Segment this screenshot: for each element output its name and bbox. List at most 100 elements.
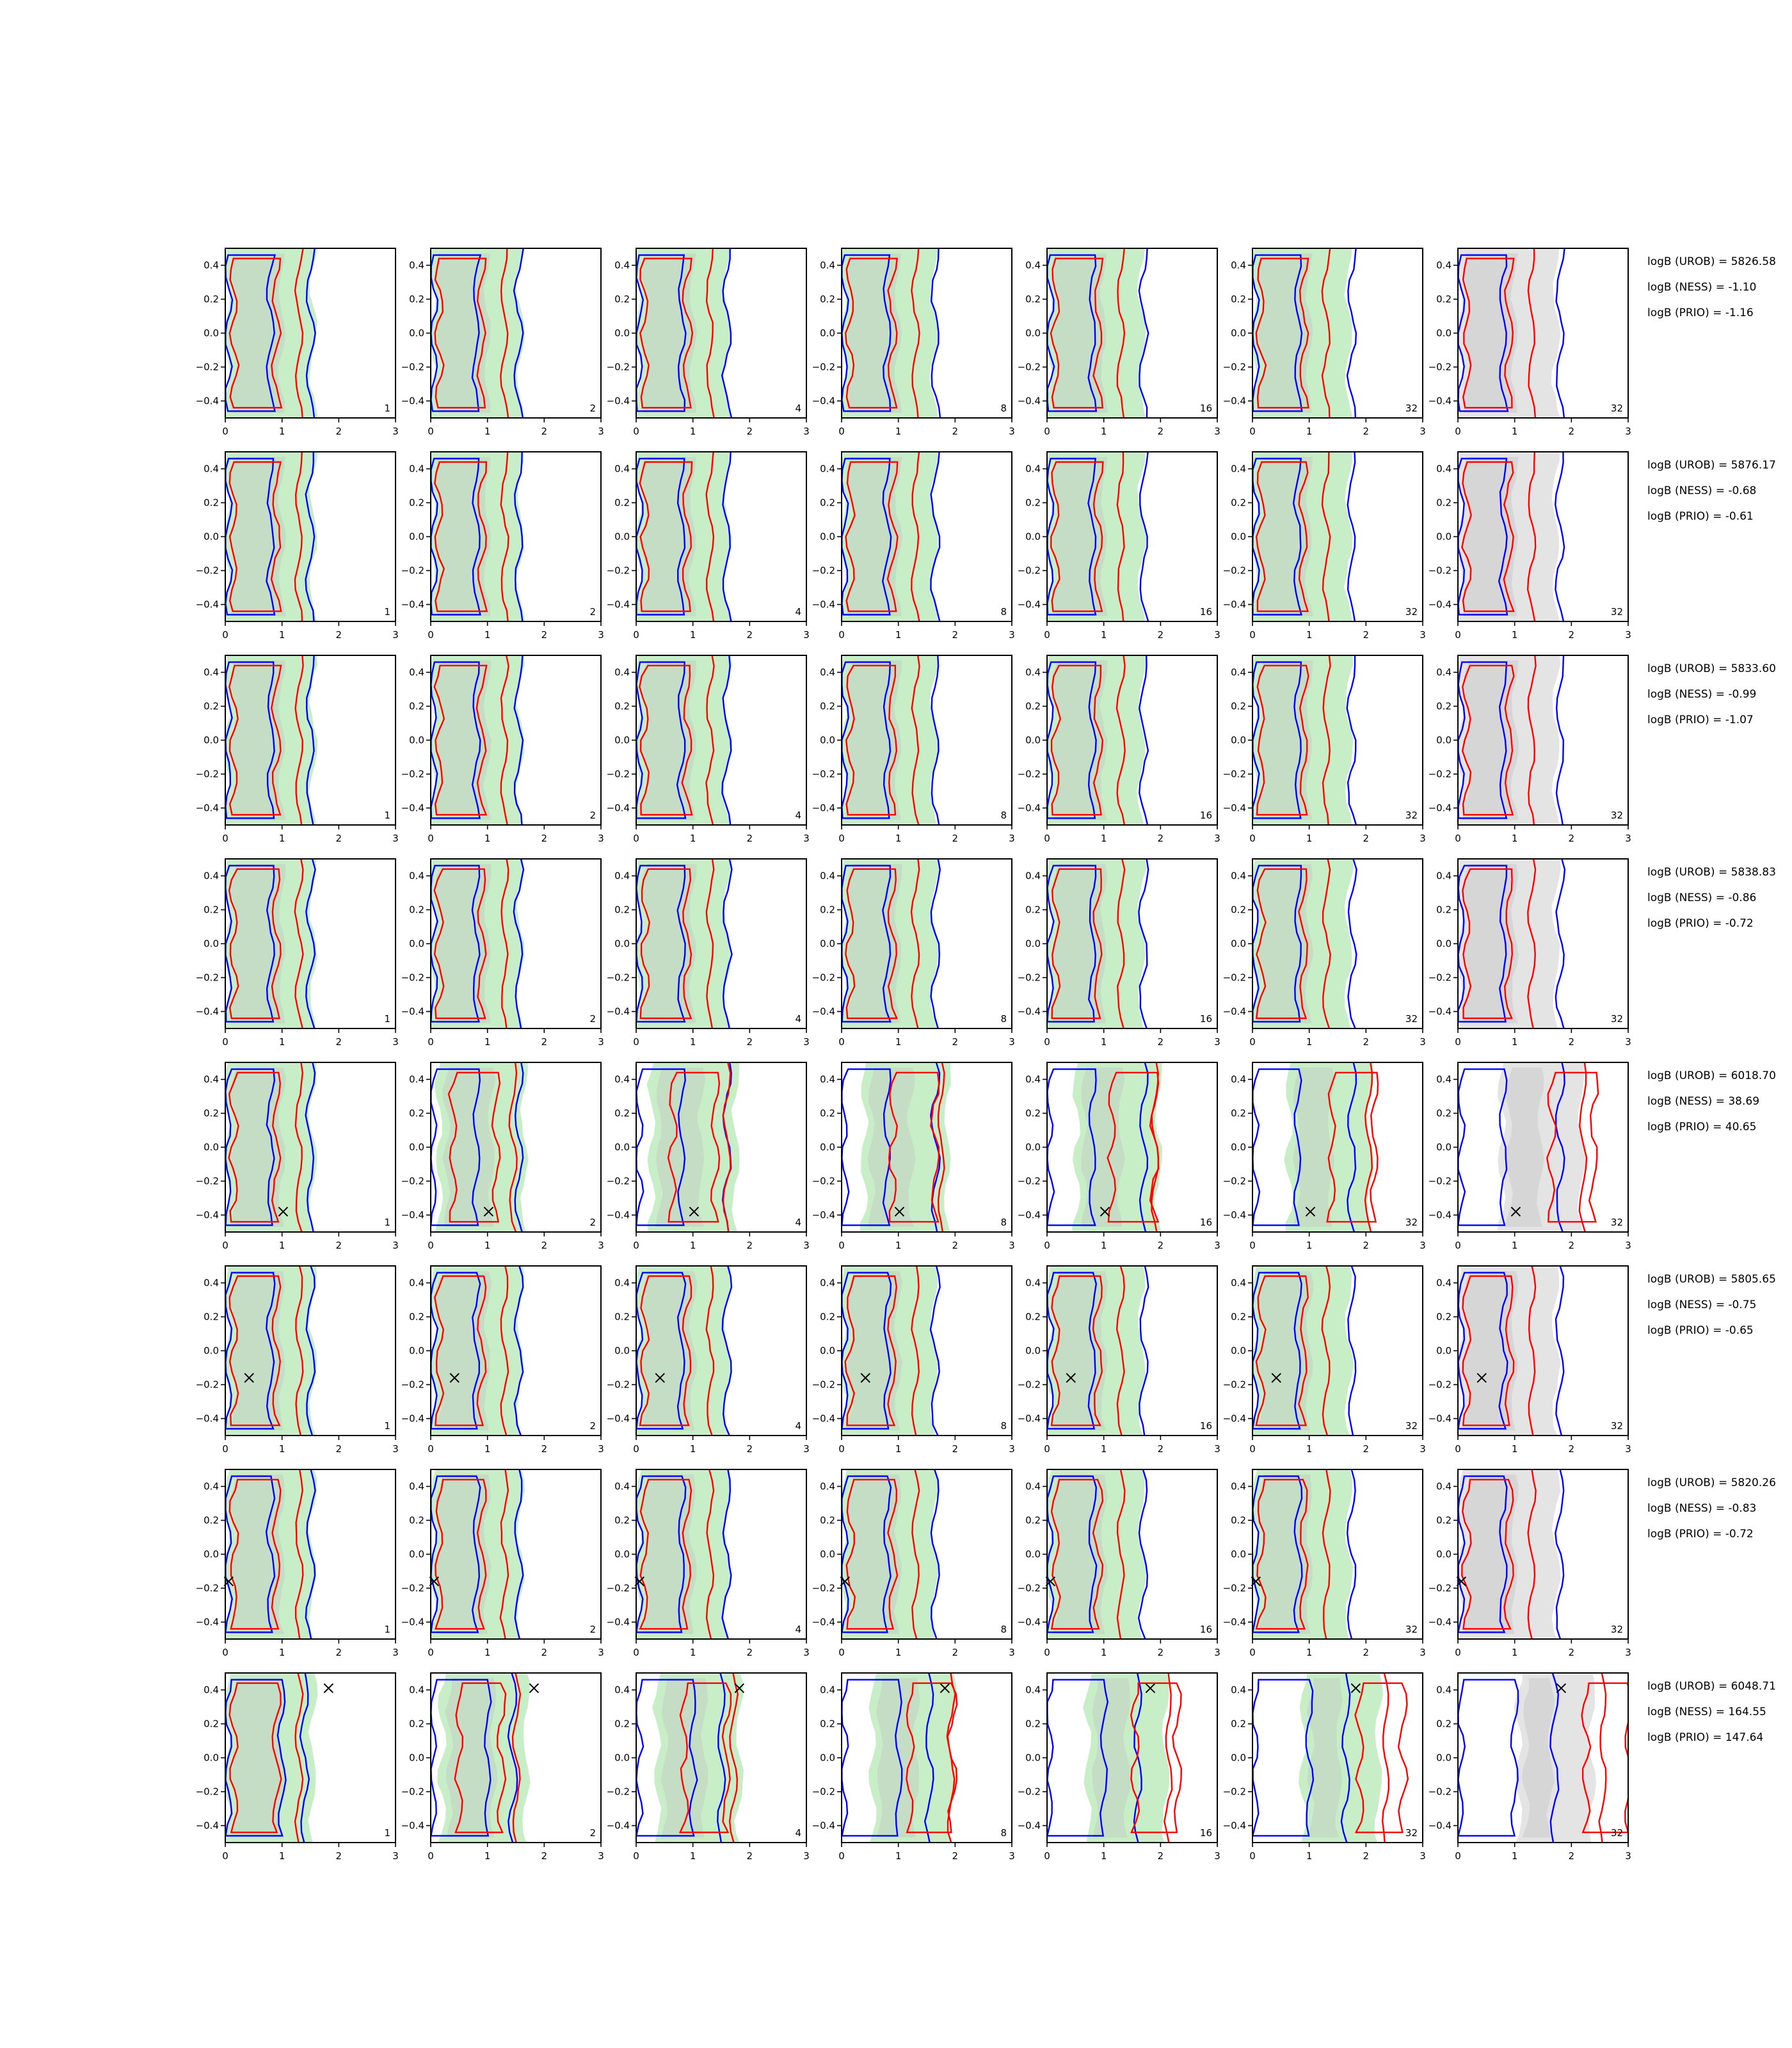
blue-contour-inner bbox=[1252, 1475, 1303, 1633]
red-contour-inner bbox=[1354, 1682, 1409, 1834]
x-tick-label: 1 bbox=[690, 1850, 696, 1862]
y-tick-label: 0.4 bbox=[820, 260, 835, 271]
blue-contour-outer bbox=[513, 248, 524, 418]
logb-annotation: logB (PRIO) = -1.16 bbox=[1647, 307, 1754, 319]
x-tick-label: 0 bbox=[428, 629, 434, 641]
red-contour-outer bbox=[500, 452, 509, 621]
blue-contour-inner bbox=[842, 254, 892, 412]
panel-label: 8 bbox=[1000, 1827, 1007, 1839]
red-contour-inner bbox=[434, 257, 487, 409]
x-tick-label: 3 bbox=[1420, 426, 1426, 437]
x-tick-label: 1 bbox=[895, 426, 902, 437]
x-tick-label: 2 bbox=[336, 1850, 342, 1862]
y-tick-label: 0.0 bbox=[614, 328, 630, 339]
y-tick-label: 0.2 bbox=[820, 1718, 835, 1730]
y-tick-label: −0.4 bbox=[812, 1006, 835, 1018]
blue-contour-outer bbox=[513, 859, 525, 1028]
x-tick-label: 0 bbox=[428, 1443, 434, 1455]
y-tick-label: 0.2 bbox=[820, 497, 835, 509]
true-value-marker bbox=[1100, 1206, 1110, 1217]
blue-contour-inner bbox=[431, 1679, 492, 1837]
y-tick-label: 0.0 bbox=[1025, 1345, 1041, 1357]
y-tick-label: 0.4 bbox=[204, 260, 219, 271]
y-tick-label: −0.4 bbox=[812, 1210, 835, 1221]
y-tick-label: 0.2 bbox=[614, 1108, 630, 1119]
y-tick-label: 0.0 bbox=[820, 1142, 835, 1153]
plot-area bbox=[431, 859, 525, 1028]
x-tick-label: 2 bbox=[1569, 1443, 1575, 1455]
x-tick-label: 3 bbox=[392, 833, 399, 844]
blue-contour-outer bbox=[305, 1062, 316, 1232]
panel-r8-c4: 0 1 2 3 0.4 0.2 0.0 −0.2 −0.4 8 bbox=[812, 1672, 1015, 1862]
y-tick-label: 0.4 bbox=[614, 1481, 630, 1492]
red-contour-outer bbox=[294, 1062, 304, 1232]
y-tick-label: −0.2 bbox=[1018, 565, 1041, 577]
panel-r1-c5: 0 1 2 3 0.4 0.2 0.0 −0.2 −0.4 16 bbox=[1018, 248, 1220, 437]
y-tick-label: 0.2 bbox=[1025, 294, 1041, 305]
y-tick-label: 0.4 bbox=[1025, 1074, 1041, 1085]
blue-contour-inner bbox=[431, 1475, 481, 1633]
y-tick-label: 0.0 bbox=[820, 531, 835, 543]
blue-contour-inner bbox=[431, 458, 481, 616]
y-tick-label: 0.4 bbox=[820, 1277, 835, 1289]
inner-density-fill bbox=[445, 1677, 498, 1838]
blue-contour-inner bbox=[1458, 1475, 1508, 1633]
y-tick-label: −0.4 bbox=[196, 1413, 219, 1425]
y-tick-label: −0.2 bbox=[812, 362, 835, 373]
y-tick-label: −0.4 bbox=[1018, 1210, 1041, 1221]
red-contour-outer bbox=[946, 1673, 956, 1843]
y-tick-label: −0.2 bbox=[1428, 1176, 1452, 1187]
red-contour-outer bbox=[937, 1062, 945, 1232]
y-tick-label: −0.4 bbox=[1223, 599, 1246, 611]
red-contour-outer bbox=[1116, 452, 1125, 621]
x-tick-label: 1 bbox=[279, 833, 285, 844]
y-tick-label: −0.2 bbox=[607, 1379, 630, 1391]
blue-contour-inner bbox=[1047, 1068, 1097, 1226]
inner-density-fill bbox=[1257, 1474, 1313, 1635]
panel-r4-c3: 0 1 2 3 0.4 0.2 0.0 −0.2 −0.4 4 bbox=[607, 858, 810, 1048]
y-tick-label: 0.2 bbox=[1025, 1718, 1041, 1730]
y-tick-label: 0.4 bbox=[1436, 1074, 1452, 1085]
y-tick-label: 0.2 bbox=[1231, 497, 1246, 509]
panel-label: 1 bbox=[384, 1013, 390, 1025]
inner-density-fill bbox=[1293, 1068, 1335, 1227]
y-tick-label: 0.2 bbox=[1436, 497, 1452, 509]
outer-density-fill bbox=[860, 1062, 951, 1232]
x-tick-label: 2 bbox=[1158, 1036, 1164, 1048]
x-tick-label: 3 bbox=[1009, 1850, 1015, 1862]
x-tick-label: 1 bbox=[1306, 1850, 1313, 1862]
true-value-marker bbox=[1556, 1683, 1567, 1693]
blue-contour-inner bbox=[1252, 458, 1302, 616]
inner-density-fill bbox=[1052, 1271, 1108, 1431]
blue-contour-inner bbox=[1252, 865, 1302, 1023]
red-contour-outer bbox=[294, 1469, 304, 1639]
y-tick-label: −0.4 bbox=[401, 396, 424, 407]
x-tick-label: 1 bbox=[1512, 1850, 1518, 1862]
y-tick-label: −0.2 bbox=[1018, 1379, 1041, 1391]
panel-label: 32 bbox=[1405, 403, 1418, 414]
x-tick-label: 0 bbox=[1455, 1850, 1461, 1862]
x-tick-label: 0 bbox=[633, 1443, 639, 1455]
panel-label: 16 bbox=[1200, 1827, 1212, 1839]
red-contour-outer bbox=[294, 655, 304, 825]
blue-contour-inner bbox=[842, 1068, 892, 1226]
y-tick-label: 0.4 bbox=[1231, 667, 1246, 678]
x-tick-label: 3 bbox=[1214, 833, 1220, 844]
x-tick-label: 2 bbox=[336, 1647, 342, 1658]
y-tick-label: 0.4 bbox=[1025, 1481, 1041, 1492]
blue-contour-inner bbox=[842, 1272, 892, 1430]
y-tick-label: −0.4 bbox=[401, 1006, 424, 1018]
inner-density-fill bbox=[230, 1068, 287, 1227]
y-tick-label: 0.0 bbox=[204, 735, 219, 746]
inner-density-fill bbox=[846, 660, 902, 820]
panel-r7-c5: 0 1 2 3 0.4 0.2 0.0 −0.2 −0.4 16 bbox=[1018, 1469, 1220, 1658]
y-tick-label: 0.2 bbox=[1025, 497, 1041, 509]
blue-contour-outer bbox=[1555, 859, 1566, 1028]
y-tick-label: 0.0 bbox=[1231, 1345, 1246, 1357]
y-tick-label: 0.0 bbox=[614, 1345, 630, 1357]
panel-label: 32 bbox=[1611, 810, 1623, 821]
plot-area bbox=[1458, 248, 1565, 418]
blue-contour-inner bbox=[636, 458, 686, 616]
panel-label: 2 bbox=[589, 403, 596, 414]
y-tick-label: 0.2 bbox=[820, 1311, 835, 1323]
